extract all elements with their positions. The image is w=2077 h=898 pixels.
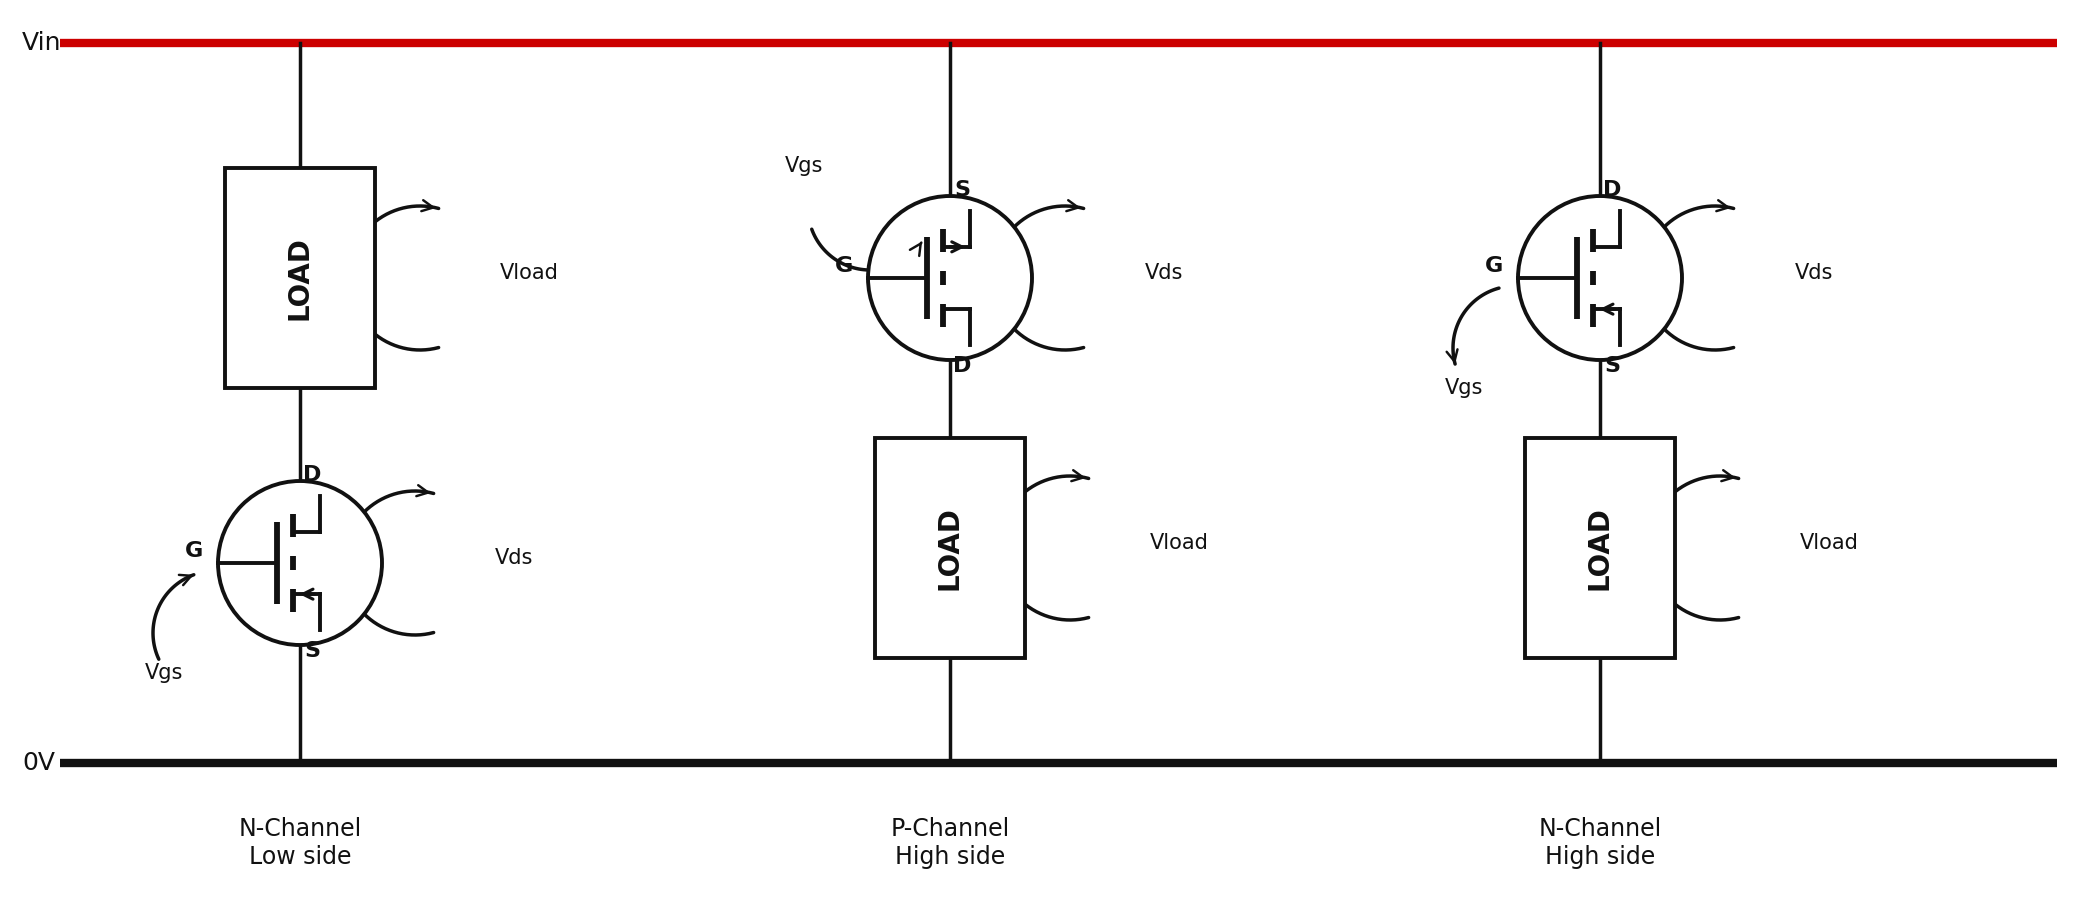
Text: G: G <box>185 541 204 561</box>
Text: Vds: Vds <box>494 548 534 568</box>
Text: LOAD: LOAD <box>287 236 314 320</box>
Text: Vgs: Vgs <box>1446 378 1483 398</box>
Bar <box>224 168 376 388</box>
Text: N-Channel
Low side: N-Channel Low side <box>239 817 361 869</box>
Text: S: S <box>1603 356 1620 376</box>
Text: G: G <box>1485 256 1504 276</box>
Bar <box>874 438 1026 658</box>
Text: Vds: Vds <box>1144 263 1184 283</box>
Text: S: S <box>303 641 320 661</box>
Text: Vin: Vin <box>23 31 62 55</box>
Text: LOAD: LOAD <box>937 506 964 590</box>
Text: Vgs: Vgs <box>145 663 183 683</box>
Text: Vgs: Vgs <box>785 156 822 176</box>
Circle shape <box>868 196 1032 360</box>
Text: P-Channel
High side: P-Channel High side <box>891 817 1009 869</box>
Text: D: D <box>953 356 972 376</box>
Text: Vload: Vload <box>1801 533 1859 553</box>
Text: D: D <box>1603 180 1622 200</box>
Text: Vds: Vds <box>1795 263 1834 283</box>
Text: D: D <box>303 465 322 485</box>
Text: N-Channel
High side: N-Channel High side <box>1539 817 1662 869</box>
Circle shape <box>1518 196 1682 360</box>
Text: Vload: Vload <box>1151 533 1209 553</box>
Text: LOAD: LOAD <box>1587 506 1614 590</box>
Text: S: S <box>953 180 970 200</box>
Text: Vload: Vload <box>501 263 559 283</box>
Text: G: G <box>835 256 854 276</box>
Text: 0V: 0V <box>23 751 54 775</box>
Circle shape <box>218 481 382 645</box>
Bar <box>1525 438 1674 658</box>
